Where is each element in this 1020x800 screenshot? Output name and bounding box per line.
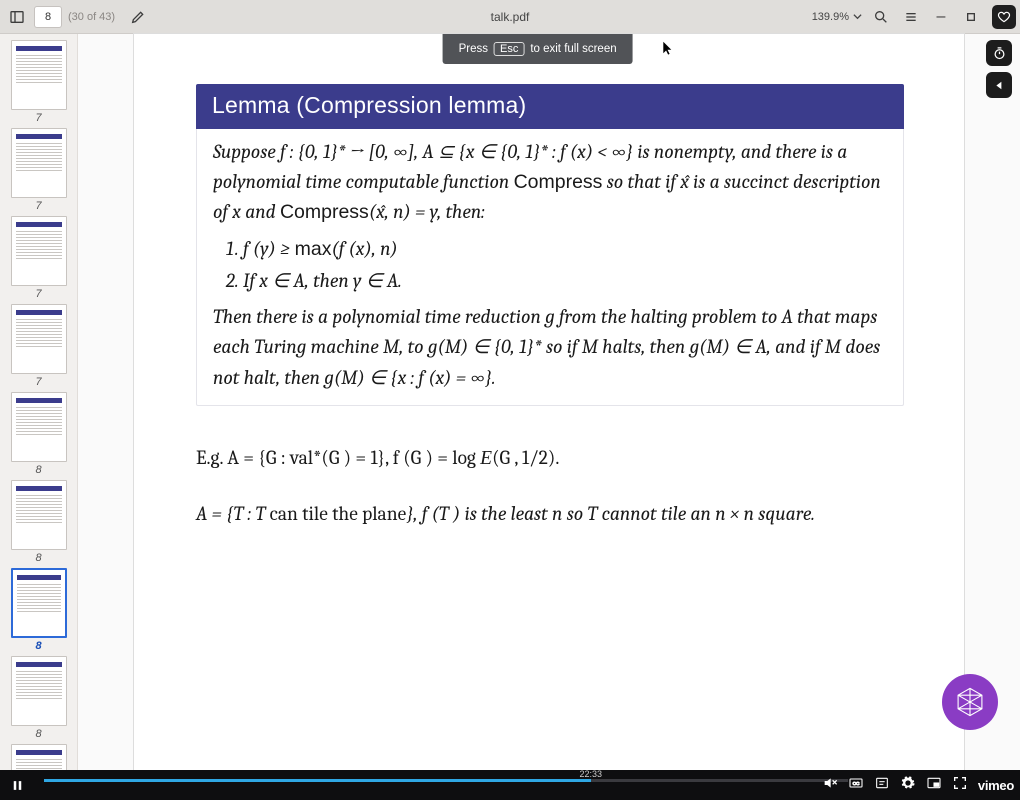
timer-button[interactable] (986, 40, 1012, 66)
lemma-title: Lemma (Compression lemma) (196, 84, 904, 129)
thumbnail[interactable]: 8 (11, 480, 67, 564)
thumbnail-label: 7 (35, 112, 41, 124)
tooltip-pre: Press (459, 43, 488, 55)
favorite-button[interactable] (992, 5, 1016, 29)
svg-text:CC: CC (853, 781, 860, 786)
thumbnail-label: 8 (35, 640, 41, 652)
play-pause-button[interactable] (0, 770, 34, 800)
brand-label[interactable]: vimeo (978, 778, 1014, 793)
lemma-body: Suppose f : {0, 1}* → [0, ∞], A ⊆ {x ∈ {… (196, 129, 904, 406)
search-button[interactable] (868, 4, 894, 30)
sidebar-toggle-button[interactable] (4, 4, 30, 30)
cursor-icon (662, 40, 676, 59)
thumbnail[interactable]: 7 (11, 216, 67, 300)
thumbnail-label: 8 (35, 552, 41, 564)
zoom-level-button[interactable]: 139.9% (810, 11, 864, 23)
thumbnail[interactable]: 8 (11, 568, 67, 652)
post-lemma: E.g. A = {G : val*(G ) = 1}, f (G ) = lo… (196, 442, 904, 529)
maximize-window-button[interactable] (958, 4, 984, 30)
thumbnail-label: 7 (35, 288, 41, 300)
thumbnail[interactable]: 7 (11, 304, 67, 388)
example-line: E.g. A = {G : val*(G ) = 1}, f (G ) = lo… (196, 442, 904, 474)
settings-button[interactable] (900, 775, 916, 796)
edit-button[interactable] (125, 4, 151, 30)
thumbnail-label: 8 (35, 728, 41, 740)
volume-muted-icon[interactable] (822, 775, 838, 796)
lemma-item-1: f (y) ≥ max(f (x), n) (243, 234, 887, 264)
thumbnail-label: 8 (35, 464, 41, 476)
progress-time-label: 22:33 (579, 769, 602, 779)
video-bar: 22:33 CC vimeo (0, 770, 1020, 800)
thumbnail[interactable] (11, 744, 67, 770)
back-button[interactable] (986, 72, 1012, 98)
floating-tools (986, 40, 1012, 98)
thumbnail[interactable]: 8 (11, 656, 67, 740)
pip-button[interactable] (926, 775, 942, 796)
fullscreen-exit-tooltip: Press Esc to exit full screen (443, 34, 633, 64)
pdf-header: (30 of 43) talk.pdf 139.9% – (0, 0, 1020, 34)
viewer-body: 7 7 7 7 8 8 8 8 Press Esc to exit full screen L… (0, 34, 1020, 770)
page-content: Lemma (Compression lemma) Suppose f : {0… (134, 34, 964, 770)
tiling-line: A = {T : T can tile the plane}, f (T ) i… (196, 498, 904, 529)
thumbnail-label: 7 (35, 376, 41, 388)
lemma-paragraph-2: Then there is a polynomial time reductio… (213, 302, 887, 393)
transcript-button[interactable] (874, 775, 890, 796)
thumbnail[interactable]: 7 (11, 40, 67, 124)
provider-badge[interactable] (942, 674, 998, 730)
tooltip-key: Esc (494, 42, 524, 56)
lemma-item-2: If x ∈ A, then y ∈ A. (243, 266, 887, 296)
thumbnail-rail[interactable]: 7 7 7 7 8 8 8 8 (0, 34, 78, 770)
menu-button[interactable] (898, 4, 924, 30)
tooltip-post: to exit full screen (530, 43, 616, 55)
progress-track[interactable]: 22:33 (44, 779, 848, 782)
page-total-label: (30 of 43) (68, 11, 115, 23)
minimize-window-button[interactable]: – (928, 4, 954, 30)
fullscreen-button[interactable] (952, 775, 968, 796)
thumbnail[interactable]: 8 (11, 392, 67, 476)
progress-fill (44, 779, 591, 782)
zoom-label: 139.9% (812, 11, 849, 23)
lemma-paragraph-1: Suppose f : {0, 1}* → [0, ∞], A ⊆ {x ∈ {… (213, 137, 887, 228)
cc-button[interactable]: CC (848, 775, 864, 796)
page-canvas[interactable]: Press Esc to exit full screen Lemma (Com… (78, 34, 1020, 770)
thumbnail[interactable]: 7 (11, 128, 67, 212)
thumbnail-label: 7 (35, 200, 41, 212)
page-number-input[interactable] (34, 6, 62, 28)
